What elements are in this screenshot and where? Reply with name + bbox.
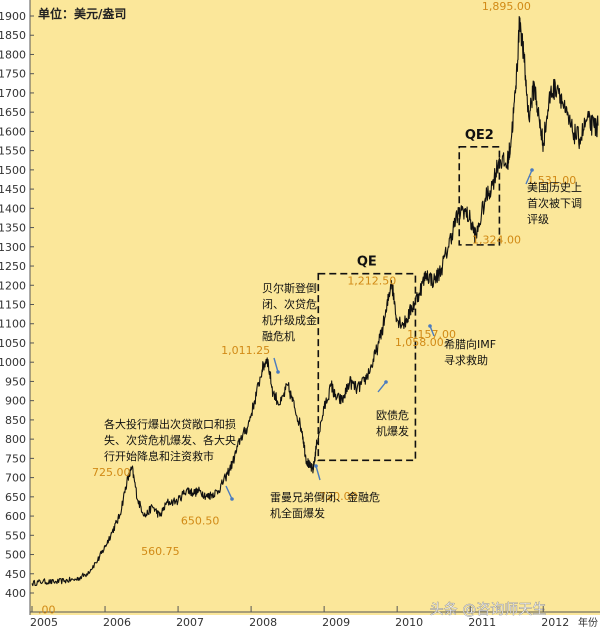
x-axis-ticks: 2005 2006 2007 2008 2009 2010 2011 2012 bbox=[30, 606, 569, 629]
y-tick-label: 1350 bbox=[0, 222, 26, 235]
annotation-arrow-head bbox=[314, 464, 318, 468]
qe-region-box bbox=[317, 272, 417, 462]
y-tick-label: 850 bbox=[5, 414, 26, 427]
series-lines bbox=[31, 15, 599, 587]
y-tick-label: 400 bbox=[5, 587, 26, 600]
annotation-arrow bbox=[315, 465, 321, 481]
gold-price-line bbox=[31, 15, 599, 587]
annotation-line: 闭、次贷危 bbox=[262, 297, 317, 311]
plot-background bbox=[30, 0, 600, 615]
y-tick-label: 1750 bbox=[0, 68, 26, 81]
qe-region-label: QE2 bbox=[465, 128, 494, 143]
annotation-arrows bbox=[225, 168, 534, 501]
value-label: 1,212.50 bbox=[347, 274, 396, 287]
annotation-arrow-head bbox=[230, 497, 234, 501]
annotation-line: 贝尔斯登倒 bbox=[262, 281, 317, 295]
annotation-line: 机升级成金 bbox=[262, 313, 317, 327]
value-label: 650.50 bbox=[181, 515, 220, 528]
x-tick-label: 2006 bbox=[103, 616, 131, 629]
annotation-arrow bbox=[525, 169, 533, 185]
annotation-line: 欧债危 bbox=[376, 408, 409, 422]
y-tick-label: 750 bbox=[5, 452, 26, 465]
x-tick-label: 2007 bbox=[176, 616, 204, 629]
annotation-line: 寻求救助 bbox=[444, 353, 488, 367]
unit-label: 单位：美元/盎司 bbox=[38, 6, 126, 21]
value-label: 560.75 bbox=[141, 545, 180, 558]
annotation-line: 机全面爆发 bbox=[270, 506, 325, 520]
annotation-arrow-head bbox=[276, 370, 280, 374]
annotation-arrow bbox=[273, 357, 279, 373]
x-unit-label: 年份 bbox=[578, 616, 598, 629]
annotation-line: 行开始降息和注资救市 bbox=[104, 449, 214, 463]
y-tick-label: 600 bbox=[5, 510, 26, 523]
annotation-arrow bbox=[225, 485, 233, 500]
annotation-line: 雷曼兄弟倒闭、金融危 bbox=[270, 490, 380, 504]
y-tick-label: 1850 bbox=[0, 29, 26, 42]
annotation-arrow bbox=[377, 381, 387, 393]
value-label: 1,895.00 bbox=[482, 0, 531, 13]
y-tick-label: 1300 bbox=[0, 241, 26, 254]
annotation-arrow-head bbox=[530, 168, 534, 172]
y-tick-label: 950 bbox=[5, 375, 26, 388]
annotation-line: 各大投行爆出次贷敞口和损 bbox=[104, 417, 236, 431]
x-tick-label: 2011 bbox=[468, 616, 496, 629]
y-tick-label: 1650 bbox=[0, 106, 26, 119]
y-tick-label: 1450 bbox=[0, 183, 26, 196]
y-tick-label: 500 bbox=[5, 549, 26, 562]
value-label: 725.00 bbox=[92, 466, 131, 479]
annotation-line: 希腊向IMF bbox=[444, 337, 496, 351]
y-tick-label: 1900 bbox=[0, 10, 26, 23]
qe-regions: QE QE2 bbox=[317, 128, 501, 462]
annotation-line: 首次被下调 bbox=[527, 196, 582, 210]
x-tick-label: 2012 bbox=[541, 616, 569, 629]
qe-region-box bbox=[458, 145, 501, 246]
y-tick-label: 1000 bbox=[0, 356, 26, 369]
x-tick-label: 2010 bbox=[395, 616, 423, 629]
value-label: 1,157.00 bbox=[407, 328, 456, 341]
y-tick-label: 1150 bbox=[0, 299, 26, 312]
value-labels: 1,895.00 1,531.00 1,324.00 1,212.50 1,157.00… bbox=[38, 0, 576, 616]
annotation-line: 机爆发 bbox=[376, 424, 409, 438]
y-tick-label: 1550 bbox=[0, 145, 26, 158]
y-tick-label: 1100 bbox=[0, 318, 26, 331]
y-tick-label: 1400 bbox=[0, 202, 26, 215]
watermark-text: 头条 @咨询师天生 bbox=[430, 601, 546, 618]
y-tick-label: 700 bbox=[5, 472, 26, 485]
value-label: .00 bbox=[38, 603, 56, 616]
y-tick-label: 1800 bbox=[0, 48, 26, 61]
value-label: 1,011.25 bbox=[221, 344, 270, 357]
annotation-arrow-head bbox=[384, 380, 388, 384]
value-label: 1,531.00 bbox=[527, 174, 576, 187]
qe-region-label: QE bbox=[357, 255, 377, 270]
annotation-line: 融危机 bbox=[262, 329, 295, 343]
y-tick-label: 1200 bbox=[0, 279, 26, 292]
y-tick-label: 1700 bbox=[0, 87, 26, 100]
value-label: 1,324.00 bbox=[472, 234, 521, 247]
y-tick-label: 650 bbox=[5, 491, 26, 504]
y-tick-label: 900 bbox=[5, 395, 26, 408]
x-tick-label: 2005 bbox=[30, 616, 58, 629]
x-tick-label: 2008 bbox=[249, 616, 277, 629]
y-tick-label: 800 bbox=[5, 433, 26, 446]
annotation-line: 评级 bbox=[527, 213, 549, 226]
annotation-line: 美国历史上 bbox=[527, 181, 582, 194]
value-label: 720.00 bbox=[319, 490, 358, 503]
value-label: 1,058.00 bbox=[395, 336, 444, 349]
x-tick-label: 2009 bbox=[322, 616, 350, 629]
y-tick-label: 550 bbox=[5, 529, 26, 542]
y-axis-ticks: 400 450 500 550 600 650 700 750 800 850 900 950 1000… bbox=[0, 10, 34, 600]
y-tick-label: 1050 bbox=[0, 337, 26, 350]
annotation-arrow-head bbox=[428, 324, 432, 328]
y-tick-label: 450 bbox=[5, 568, 26, 581]
y-tick-label: 1600 bbox=[0, 125, 26, 138]
y-tick-label: 1250 bbox=[0, 260, 26, 273]
annotation-line: 失、次贷危机爆发、各大央 bbox=[104, 433, 236, 447]
y-tick-label: 1500 bbox=[0, 164, 26, 177]
